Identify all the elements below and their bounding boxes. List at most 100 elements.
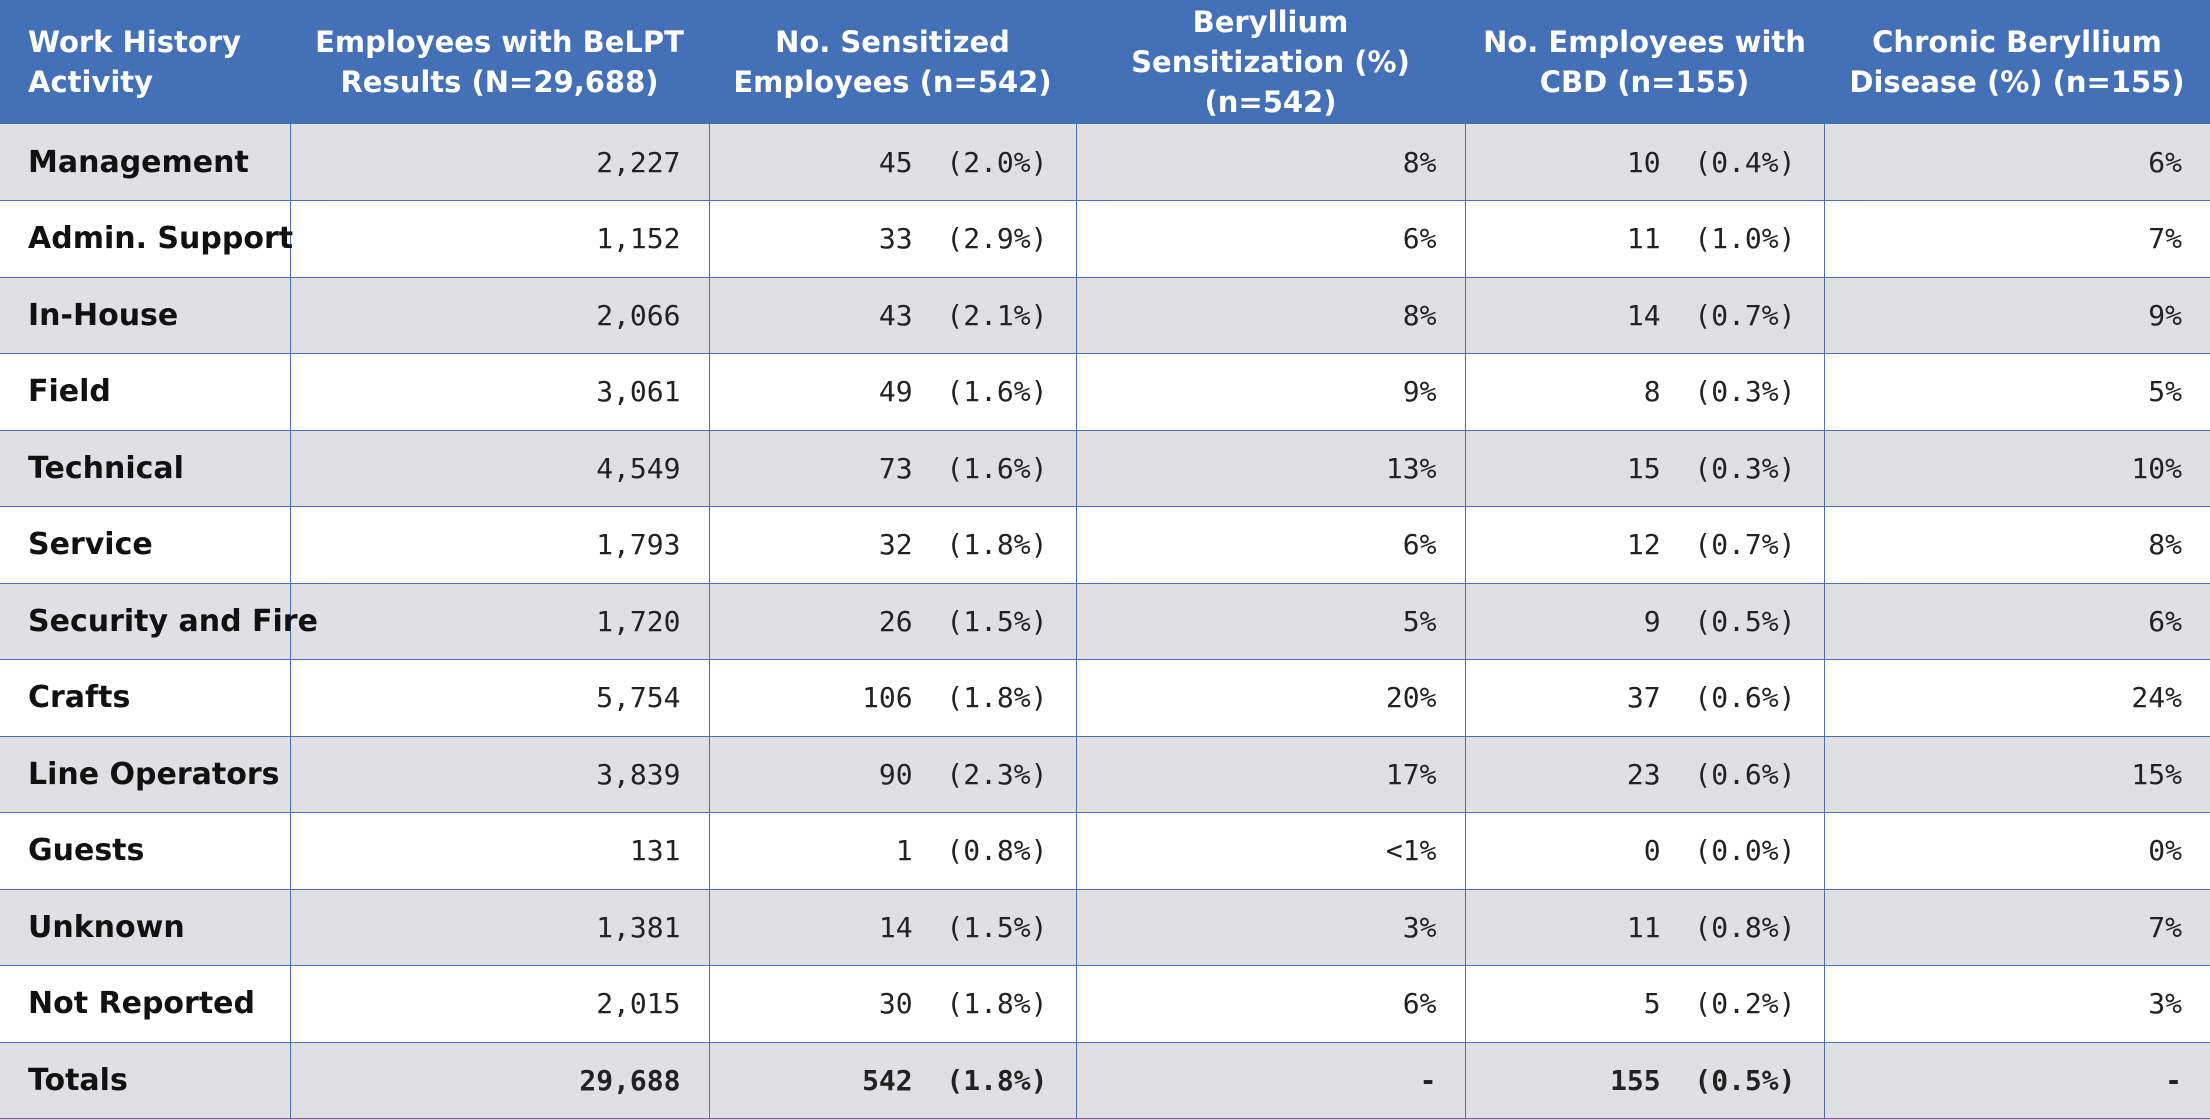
cell-cbd-pct: 15% — [1823, 735, 2210, 813]
row-label: Crafts — [0, 659, 291, 737]
header-employees-with-belpt: Employees with BeLPT Results (N=29,688) — [290, 0, 709, 124]
cell-sensitized: 43 (2.1%) — [708, 276, 1077, 354]
row-label: Field — [0, 353, 291, 431]
table-body: Management 2,227 45 (2.0%) 8% 10 (0.4%) … — [0, 124, 2210, 1119]
header-sensitization-percent: Beryllium Sensitization (%) (n=542) — [1076, 0, 1465, 124]
cell-belpt: 5,754 — [289, 659, 710, 737]
cell-cbd: 23 (0.6%) — [1464, 735, 1825, 813]
cell-belpt: 1,381 — [289, 888, 710, 966]
header-work-history-activity: Work History Activity — [0, 0, 290, 124]
cell-belpt: 1,793 — [289, 506, 710, 584]
cell-sensitized: 90 (2.3%) — [708, 735, 1077, 813]
cell-belpt: 3,061 — [289, 353, 710, 431]
row-label: Service — [0, 506, 291, 584]
cell-cbd: 11 (1.0%) — [1464, 200, 1825, 278]
cell-cbd: 5 (0.2%) — [1464, 965, 1825, 1043]
cell-sensitized: 33 (2.9%) — [708, 200, 1077, 278]
table-row: Management 2,227 45 (2.0%) 8% 10 (0.4%) … — [0, 124, 2210, 201]
table-row: Crafts 5,754 106 (1.8%) 20% 37 (0.6%) 24… — [0, 659, 2210, 737]
row-label: Technical — [0, 429, 291, 507]
row-label: Guests — [0, 812, 291, 890]
cell-cbd-pct: 7% — [1823, 888, 2210, 966]
cell-sensitized: 73 (1.6%) — [708, 429, 1077, 507]
cell-cbd: 11 (0.8%) — [1464, 888, 1825, 966]
cell-cbd-pct: 24% — [1823, 659, 2210, 737]
cell-sensitization-pct-total: - — [1075, 1041, 1466, 1119]
cell-sensitization-pct: 13% — [1075, 429, 1466, 507]
cell-sensitization-pct: 6% — [1075, 506, 1466, 584]
cell-sensitized: 45 (2.0%) — [708, 124, 1077, 201]
cell-cbd-pct: 7% — [1823, 200, 2210, 278]
cell-sensitization-pct: 6% — [1075, 965, 1466, 1043]
table-row: Unknown 1,381 14 (1.5%) 3% 11 (0.8%) 7% — [0, 888, 2210, 966]
row-label: Management — [0, 124, 291, 201]
cell-sensitized-total: 542 (1.8%) — [708, 1041, 1077, 1119]
cell-sensitization-pct: 9% — [1075, 353, 1466, 431]
cell-cbd-pct: 10% — [1823, 429, 2210, 507]
cell-sensitized: 106 (1.8%) — [708, 659, 1077, 737]
table-row: Guests 131 1 (0.8%) <1% 0 (0.0%) 0% — [0, 812, 2210, 890]
row-label: In-House — [0, 276, 291, 354]
cell-cbd: 9 (0.5%) — [1464, 582, 1825, 660]
cell-belpt: 1,720 — [289, 582, 710, 660]
totals-row: Totals 29,688 542 (1.8%) - 155 (0.5%) - — [0, 1041, 2210, 1119]
cell-cbd: 37 (0.6%) — [1464, 659, 1825, 737]
cell-cbd-pct: 3% — [1823, 965, 2210, 1043]
cell-sensitized: 14 (1.5%) — [708, 888, 1077, 966]
table-row: Field 3,061 49 (1.6%) 9% 8 (0.3%) 5% — [0, 353, 2210, 431]
row-label: Line Operators — [0, 735, 291, 813]
cell-belpt: 1,152 — [289, 200, 710, 278]
cell-belpt: 2,066 — [289, 276, 710, 354]
row-label: Not Reported — [0, 965, 291, 1043]
cell-cbd-pct-total: - — [1823, 1041, 2210, 1119]
cell-cbd-pct: 9% — [1823, 276, 2210, 354]
totals-label: Totals — [0, 1041, 291, 1119]
header-no-cbd: No. Employees with CBD (n=155) — [1465, 0, 1824, 124]
cell-sensitization-pct: 6% — [1075, 200, 1466, 278]
table-row: In-House 2,066 43 (2.1%) 8% 14 (0.7%) 9% — [0, 276, 2210, 354]
cell-cbd: 10 (0.4%) — [1464, 124, 1825, 201]
cell-belpt-total: 29,688 — [289, 1041, 710, 1119]
cell-sensitization-pct: 8% — [1075, 276, 1466, 354]
table-row: Line Operators 3,839 90 (2.3%) 17% 23 (0… — [0, 735, 2210, 813]
header-row: Work History Activity Employees with BeL… — [0, 0, 2210, 124]
cell-sensitized: 49 (1.6%) — [708, 353, 1077, 431]
row-label: Admin. Support — [0, 200, 293, 278]
cell-sensitization-pct: 17% — [1075, 735, 1466, 813]
row-label: Security and Fire — [0, 582, 318, 660]
table-row: Technical 4,549 73 (1.6%) 13% 15 (0.3%) … — [0, 429, 2210, 507]
cell-cbd: 12 (0.7%) — [1464, 506, 1825, 584]
cell-sensitization-pct: <1% — [1075, 812, 1466, 890]
table-row: Admin. Support 1,152 33 (2.9%) 6% 11 (1.… — [0, 200, 2210, 278]
table-header: Work History Activity Employees with BeL… — [0, 0, 2210, 124]
cell-sensitized: 32 (1.8%) — [708, 506, 1077, 584]
cell-sensitized: 26 (1.5%) — [708, 582, 1077, 660]
header-cbd-percent: Chronic Beryllium Disease (%) (n=155) — [1824, 0, 2210, 124]
cell-cbd: 14 (0.7%) — [1464, 276, 1825, 354]
cell-cbd: 0 (0.0%) — [1464, 812, 1825, 890]
cell-sensitization-pct: 3% — [1075, 888, 1466, 966]
cell-sensitization-pct: 5% — [1075, 582, 1466, 660]
cell-belpt: 4,549 — [289, 429, 710, 507]
table-row: Not Reported 2,015 30 (1.8%) 6% 5 (0.2%)… — [0, 965, 2210, 1043]
cell-sensitized: 1 (0.8%) — [708, 812, 1077, 890]
cell-cbd-pct: 6% — [1823, 124, 2210, 201]
cell-cbd-pct: 0% — [1823, 812, 2210, 890]
cell-sensitization-pct: 8% — [1075, 124, 1466, 201]
table-row: Security and Fire 1,720 26 (1.5%) 5% 9 (… — [0, 582, 2210, 660]
cell-cbd-pct: 6% — [1823, 582, 2210, 660]
cell-cbd: 15 (0.3%) — [1464, 429, 1825, 507]
cell-sensitization-pct: 20% — [1075, 659, 1466, 737]
cell-belpt: 3,839 — [289, 735, 710, 813]
cell-cbd-pct: 8% — [1823, 506, 2210, 584]
cell-belpt: 2,015 — [289, 965, 710, 1043]
table-row: Service 1,793 32 (1.8%) 6% 12 (0.7%) 8% — [0, 506, 2210, 584]
header-no-sensitized: No. Sensitized Employees (n=542) — [709, 0, 1076, 124]
cell-cbd: 8 (0.3%) — [1464, 353, 1825, 431]
cell-belpt: 2,227 — [289, 124, 710, 201]
cell-belpt: 131 — [289, 812, 710, 890]
cell-cbd-pct: 5% — [1823, 353, 2210, 431]
row-label: Unknown — [0, 888, 291, 966]
cell-sensitized: 30 (1.8%) — [708, 965, 1077, 1043]
